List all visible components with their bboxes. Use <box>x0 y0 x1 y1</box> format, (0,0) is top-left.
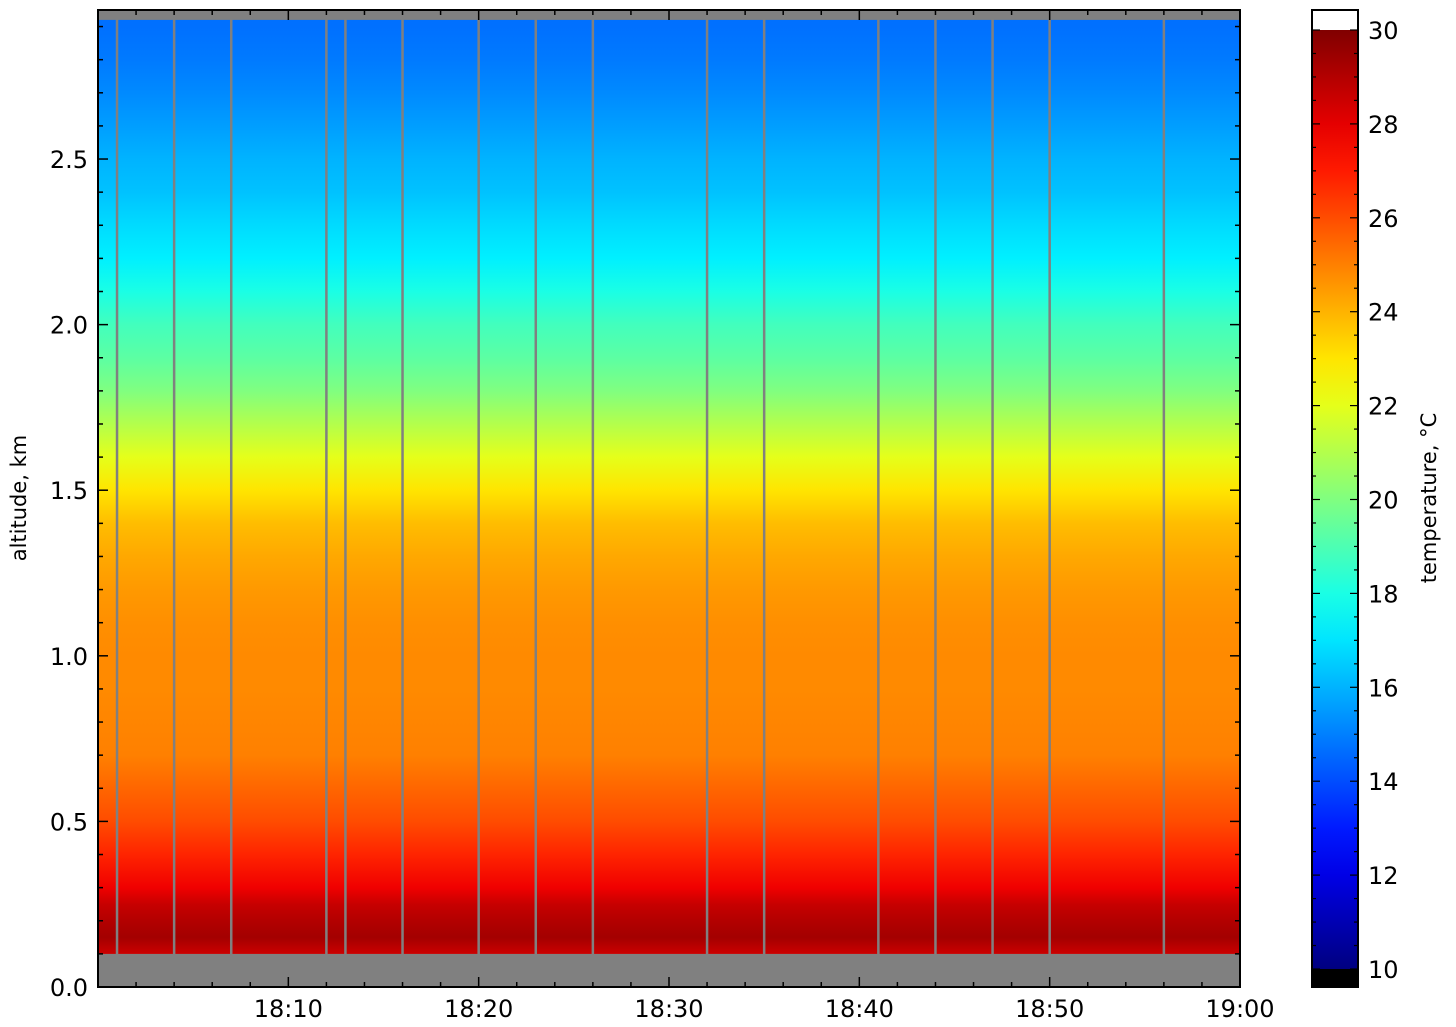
x-axis: 18:10 18:20 18:30 18:40 18:50 19:00 <box>97 10 1275 1023</box>
x-tick-label: 18:30 <box>634 995 703 1023</box>
colorbar-tick-label: 10 <box>1368 956 1399 984</box>
colorbar-tick-label: 28 <box>1368 111 1399 139</box>
x-tick-label: 18:50 <box>1015 995 1084 1023</box>
colorbar: 10 12 14 16 18 20 22 24 26 28 30 temperature, °C <box>1311 9 1441 988</box>
colorbar-frame <box>1311 9 1359 988</box>
colorbar-tick-label: 24 <box>1368 299 1399 327</box>
heatmap-plot-area <box>98 10 1240 987</box>
colorbar-under-extension <box>1312 969 1358 987</box>
temperature-field <box>98 10 1240 987</box>
colorbar-ticks: 10 12 14 16 18 20 22 24 26 28 30 <box>1312 17 1399 984</box>
x-tick-label: 18:20 <box>444 995 513 1023</box>
x-tick-label: 18:40 <box>825 995 894 1023</box>
colorbar-over-extension <box>1312 10 1358 30</box>
data-gap-lines <box>115 10 1166 987</box>
y-tick-label: 0.0 <box>50 974 88 1002</box>
y-tick-label: 2.0 <box>50 312 88 340</box>
y-axis-label: altitude, km <box>7 435 31 562</box>
colorbar-tick-label: 14 <box>1368 768 1399 796</box>
y-tick-label: 1.5 <box>50 477 88 505</box>
y-tick-label: 0.5 <box>50 808 88 836</box>
y-tick-label: 1.0 <box>50 643 88 671</box>
colorbar-tick-label: 16 <box>1368 674 1399 702</box>
colorbar-label: temperature, °C <box>1417 413 1441 584</box>
colorbar-tick-label: 12 <box>1368 862 1399 890</box>
colorbar-tick-label: 30 <box>1368 17 1399 45</box>
x-tick-label: 18:10 <box>254 995 323 1023</box>
colorbar-tick-label: 26 <box>1368 205 1399 233</box>
colorbar-tick-label: 22 <box>1368 393 1399 421</box>
colorbar-tick-label: 18 <box>1368 580 1399 608</box>
y-axis: 0.0 0.5 1.0 1.5 2.0 2.5 <box>50 25 1240 1002</box>
x-tick-label: 19:00 <box>1205 995 1274 1023</box>
colorbar-tick-label: 20 <box>1368 487 1399 515</box>
y-tick-label: 2.5 <box>50 146 88 174</box>
